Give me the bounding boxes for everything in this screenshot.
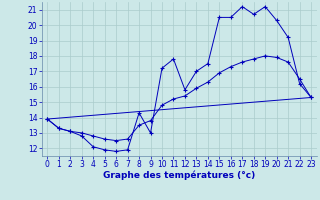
X-axis label: Graphe des températures (°c): Graphe des températures (°c) xyxy=(103,171,255,180)
